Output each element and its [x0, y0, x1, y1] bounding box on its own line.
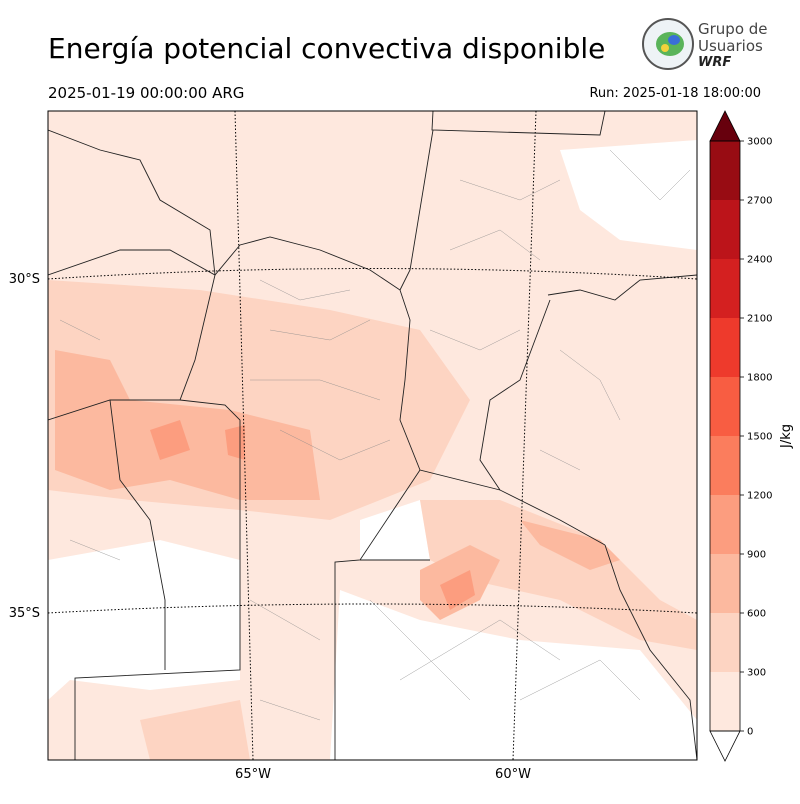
- colorbar-extend-over: [709, 110, 741, 142]
- colorbar-segment: [710, 436, 740, 495]
- logo-map: [661, 44, 669, 52]
- colorbar-tick-label: 900: [747, 550, 766, 561]
- colorbar-segment: [710, 141, 740, 200]
- colorbar-segment: [710, 318, 740, 377]
- colorbar-segment: [710, 200, 740, 259]
- colorbar-segment: [710, 613, 740, 672]
- field-600: [520, 520, 620, 570]
- colorbar-tick-label: 300: [747, 668, 766, 679]
- lat-label: 35°S: [9, 606, 40, 621]
- logo-text: WRF: [698, 55, 731, 70]
- valid-time: 2025-01-19 00:00:00 ARG: [48, 84, 244, 102]
- map: 30°S 35°S 65°W 60°W: [9, 110, 698, 782]
- field-600: [55, 350, 320, 500]
- colorbar-segment: [710, 259, 740, 318]
- field-900: [150, 420, 475, 610]
- run-time: Run: 2025-01-18 18:00:00: [589, 86, 761, 101]
- map-frame: [47, 110, 698, 761]
- colorbar-tick-label: 0: [747, 727, 753, 738]
- field-300: [420, 500, 697, 650]
- colorbar-tick-label: 1500: [747, 432, 772, 443]
- colorbar-segment: [710, 377, 740, 436]
- logo-text: Grupo de: [698, 20, 768, 38]
- colorbar-tick-label: 2400: [747, 255, 772, 266]
- logo-map: [668, 35, 680, 45]
- lon-label: 60°W: [495, 767, 531, 782]
- colorbar-segment: [710, 554, 740, 613]
- department-borders: [59, 149, 691, 721]
- colorbar-tick-label: 1200: [747, 491, 772, 502]
- colorbar-tick-label: 2700: [747, 196, 772, 207]
- colorbar-tick-label: 600: [747, 609, 766, 620]
- colorbar-extend-under: [709, 730, 741, 762]
- lon-label: 65°W: [235, 767, 271, 782]
- title: Energía potencial convectiva disponible: [48, 32, 605, 65]
- colorbar-label: J/kg: [779, 424, 794, 449]
- field-300: [140, 700, 250, 760]
- field-zero: [560, 140, 697, 250]
- graticule: [48, 111, 697, 760]
- colorbar-tick-label: 1800: [747, 373, 772, 384]
- colorbar-tick-label: 3000: [747, 137, 772, 148]
- colorbar-tick-label: 2100: [747, 314, 772, 325]
- province-borders: [48, 111, 697, 760]
- field-zero: [330, 590, 697, 760]
- field-zero: [360, 500, 430, 560]
- colorbar: J/kg 0 300 600 900 1200 1500 1800 2100 2400 2700 3…: [709, 110, 794, 762]
- logo-map: [656, 32, 684, 56]
- logo-text: Usuarios: [698, 37, 763, 55]
- colorbar-segment: [710, 672, 740, 731]
- colorbar-segment: [710, 495, 740, 554]
- field-zero: [48, 540, 240, 700]
- logo: Grupo de Usuarios WRF: [642, 18, 768, 70]
- lat-label: 30°S: [9, 272, 40, 287]
